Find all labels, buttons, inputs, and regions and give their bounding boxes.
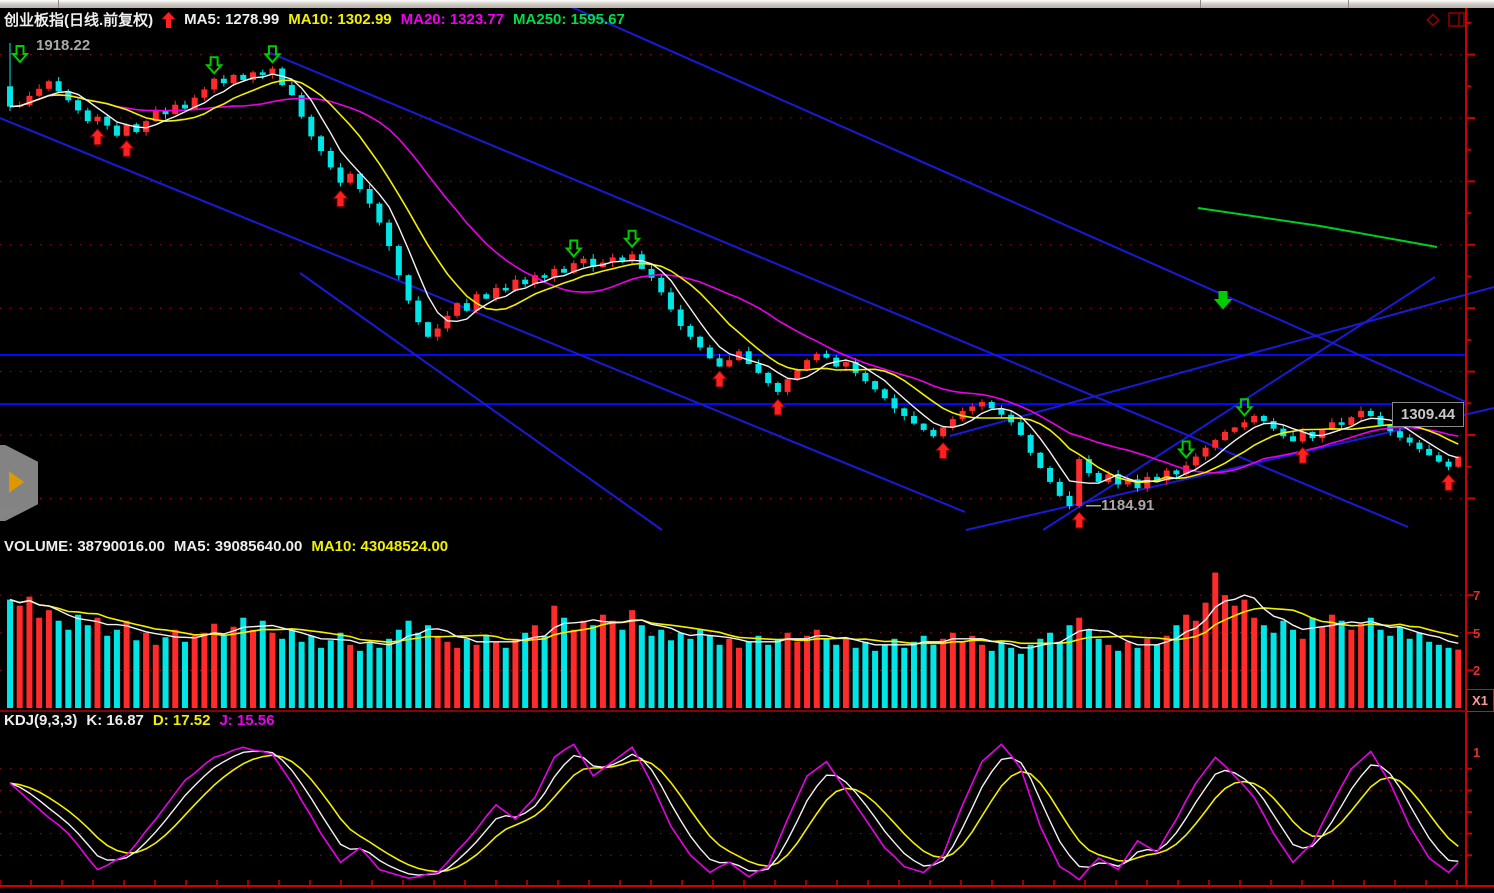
expand-triangle-icon <box>9 471 24 493</box>
x-axis-zoom-button[interactable]: X1 <box>1466 689 1494 712</box>
toolbar-separator <box>1200 0 1201 8</box>
pane-corner-controls <box>1424 11 1466 29</box>
split-window-icon[interactable] <box>1448 12 1466 28</box>
toolbar-separator <box>58 0 59 8</box>
window-top-strip <box>0 0 1494 8</box>
diamond-icon[interactable] <box>1424 11 1442 29</box>
toolbar-separator <box>1348 0 1349 8</box>
